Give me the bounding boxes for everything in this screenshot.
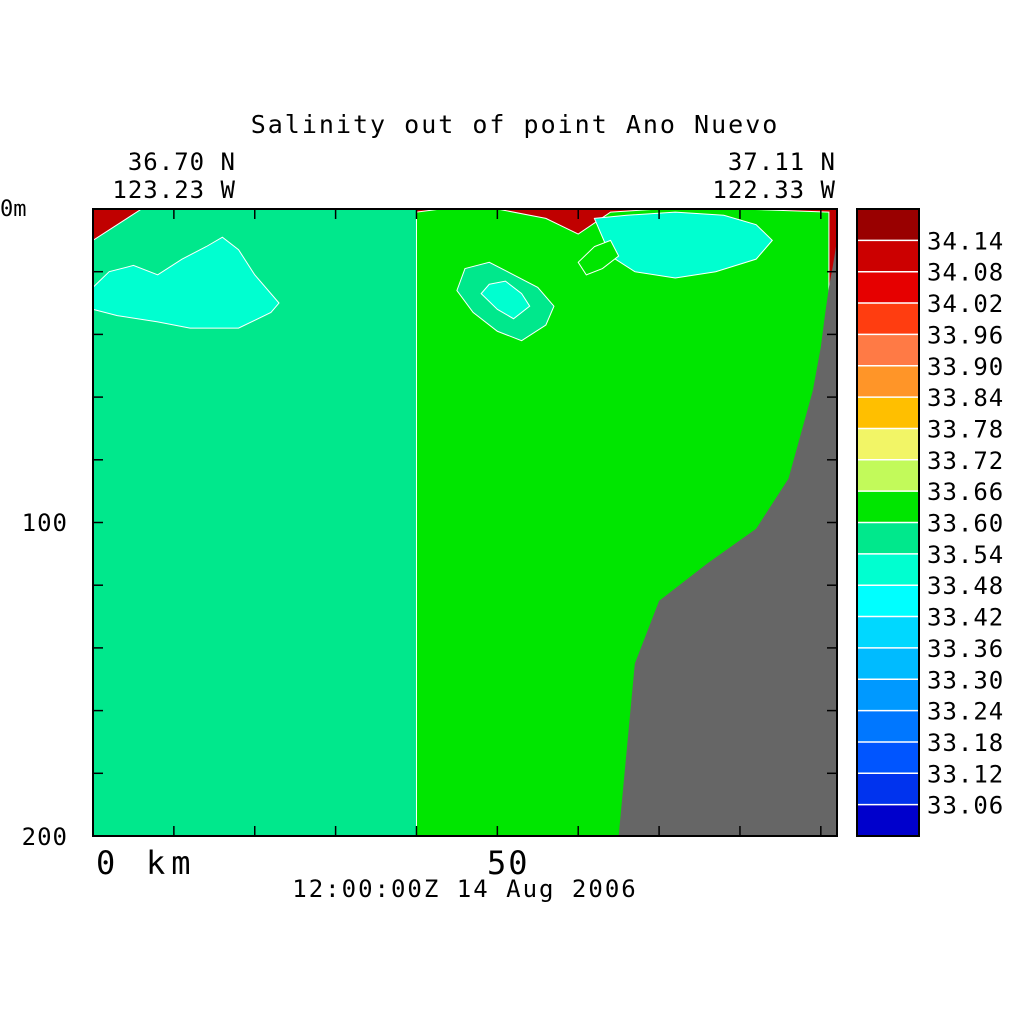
colorbar-swatch-4 bbox=[857, 334, 919, 367]
colorbar-legend: 34.14 34.08 34.02 33.96 33.90 33.84 33.78 33.72… bbox=[856, 208, 1004, 837]
chart-title: Salinity out of point Ano Nuevo bbox=[251, 110, 780, 139]
ring-inner-cyan bbox=[480, 280, 531, 320]
colorbar-label-1: 34.14 bbox=[927, 227, 1004, 255]
colorbar-swatch-2 bbox=[857, 271, 919, 304]
colorbar-label-12: 33.48 bbox=[927, 572, 1004, 600]
colorbar-label-16: 33.24 bbox=[927, 698, 1004, 726]
end-lat-label: 37.11 N bbox=[728, 148, 836, 176]
colorbar-label-19: 33.06 bbox=[927, 792, 1004, 820]
colorbar-label-7: 33.78 bbox=[927, 415, 1004, 443]
colorbar-label-11: 33.54 bbox=[927, 541, 1004, 569]
end-lon-label: 122.33 W bbox=[712, 176, 836, 204]
colorbar-label-6: 33.84 bbox=[927, 384, 1004, 412]
colorbar-frame bbox=[856, 208, 920, 837]
colorbar-swatch-6 bbox=[857, 397, 919, 429]
colorbar-swatch-1 bbox=[857, 240, 919, 273]
axis-ticks bbox=[93, 209, 837, 836]
colorbar-label-15: 33.30 bbox=[927, 666, 1004, 694]
colorbar-swatch-14 bbox=[857, 647, 919, 680]
y-tick-label-200: 200 bbox=[22, 823, 68, 851]
colorbar-swatch-12 bbox=[857, 585, 919, 618]
colorbar-label-8: 33.72 bbox=[927, 447, 1004, 475]
cyan-patch-west bbox=[93, 236, 280, 329]
colorbar-label-17: 33.18 bbox=[927, 729, 1004, 757]
colorbar-swatch-5 bbox=[857, 365, 919, 398]
colorbar-label-9: 33.66 bbox=[927, 478, 1004, 506]
colorbar-swatch-16 bbox=[857, 710, 919, 743]
colorbar-label-4: 33.96 bbox=[927, 321, 1004, 349]
x-tick-label-0: 0 bbox=[96, 844, 115, 882]
colorbar-swatch-3 bbox=[857, 303, 919, 335]
x-tick-label-50: 50 bbox=[487, 844, 530, 882]
colorbar-label-3: 34.02 bbox=[927, 290, 1004, 318]
colorbar-swatch-19 bbox=[857, 804, 919, 837]
colorbar-label-18: 33.12 bbox=[927, 760, 1004, 788]
green-islands-mid bbox=[577, 239, 620, 276]
colorbar-swatch-10 bbox=[857, 522, 919, 555]
colorbar-swatch-0 bbox=[857, 209, 919, 241]
plot-area bbox=[93, 209, 837, 836]
start-lat-label: 36.70 N bbox=[128, 148, 236, 176]
colorbar-label-14: 33.36 bbox=[927, 635, 1004, 663]
colorbar-label-13: 33.42 bbox=[927, 604, 1004, 632]
colorbar-label-5: 33.90 bbox=[927, 353, 1004, 381]
colorbar-swatch-18 bbox=[857, 773, 919, 806]
colorbar-label-10: 33.60 bbox=[927, 510, 1004, 538]
x-unit-label: km bbox=[146, 844, 197, 882]
colorbar-swatch-8 bbox=[857, 459, 919, 492]
colorbar-swatch-7 bbox=[857, 428, 919, 461]
seafloor-mask bbox=[594, 209, 837, 836]
colorbar-label-2: 34.08 bbox=[927, 259, 1004, 287]
colorbar-swatch-9 bbox=[857, 491, 919, 523]
colorbar-swatch-17 bbox=[857, 741, 919, 774]
salinity-band-9 bbox=[93, 209, 417, 836]
timestamp-label: 12:00:00Z 14 Aug 2006 bbox=[292, 875, 637, 903]
cyan-patch-northeast bbox=[593, 211, 773, 279]
y-tick-label-100: 100 bbox=[22, 509, 68, 537]
y-tick-label-0: 0m bbox=[0, 197, 27, 222]
colorbar-swatch-13 bbox=[857, 616, 919, 649]
colorbar-swatch-15 bbox=[857, 679, 919, 712]
colorbar-swatch-11 bbox=[857, 553, 919, 586]
start-lon-label: 123.23 W bbox=[112, 176, 236, 204]
